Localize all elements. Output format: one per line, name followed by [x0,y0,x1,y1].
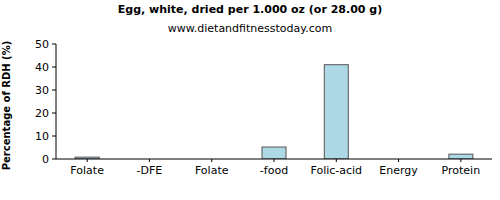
x-tick [149,159,150,162]
y-tick-label: 10 [35,130,49,143]
y-tick-label: 50 [35,38,49,51]
subtitle: www.dietandfitnesstoday.com [168,22,332,35]
y-axis [56,44,57,159]
x-tick [87,159,88,162]
y-tick [52,67,56,68]
y-tick [52,136,56,137]
x-tick [336,159,337,162]
x-tick [211,159,212,162]
x-tick-label: Energy [379,164,418,177]
bar [324,65,348,159]
bar [262,147,286,159]
y-tick [52,159,56,160]
x-tick [398,159,399,162]
x-tick-label: Folate [195,164,229,177]
x-tick-label: Folate [70,164,104,177]
y-axis-label: Percentage of RDH (%) [1,41,12,171]
y-tick-label: 30 [35,84,49,97]
x-tick-label: Folic-acid [310,164,362,177]
y-tick-label: 40 [35,61,49,74]
y-tick-label: 20 [35,107,49,120]
x-tick [274,159,275,162]
x-tick-label: -DFE [137,164,163,177]
title: Egg, white, dried per 1.000 oz (or 28.00… [118,3,382,16]
y-tick-label: 0 [42,153,49,166]
y-tick [52,113,56,114]
y-tick [52,44,56,45]
y-tick [52,90,56,91]
bar [449,154,473,159]
x-tick-label: Protein [442,164,481,177]
x-tick-label: -food [260,164,288,177]
x-tick [460,159,461,162]
bars [75,65,473,159]
chart-root: Egg, white, dried per 1.000 oz (or 28.00… [0,0,500,200]
chart-svg: Egg, white, dried per 1.000 oz (or 28.00… [0,0,500,200]
